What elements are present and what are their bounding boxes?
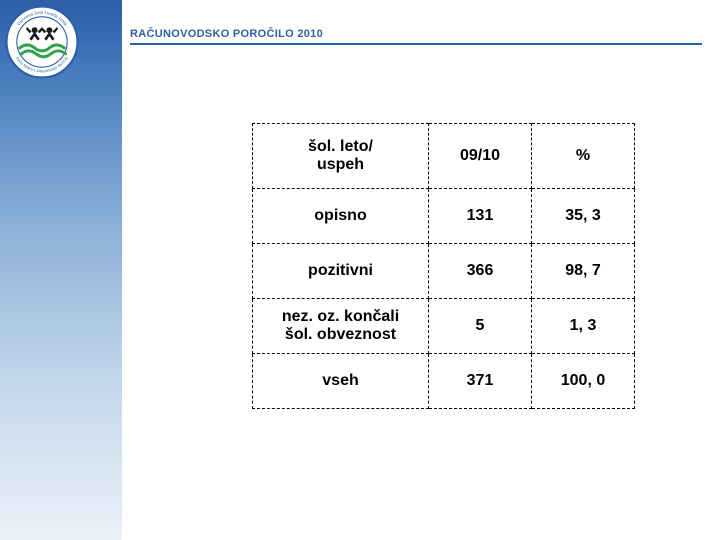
cell-pct: 1, 3 bbox=[532, 299, 635, 354]
cell-pct: 98, 7 bbox=[532, 244, 635, 299]
cell-label-line1: nez. oz. končali bbox=[282, 308, 399, 325]
cell-label: pozitivni bbox=[253, 244, 429, 299]
school-logo: Osnovna šola Livada Izola Scuola element… bbox=[5, 5, 79, 79]
cell-pct: 35, 3 bbox=[532, 189, 635, 244]
cell-period: 366 bbox=[429, 244, 532, 299]
cell-pct: 100, 0 bbox=[532, 354, 635, 409]
col-header-pct: % bbox=[532, 124, 635, 189]
uspeh-table: šol. leto/ uspeh 09/10 % opisno 131 35, … bbox=[252, 123, 634, 409]
table-row: pozitivni 366 98, 7 bbox=[253, 244, 635, 299]
page-title: RAČUNOVODSKO POROČILO 2010 bbox=[130, 28, 702, 40]
cell-label: nez. oz. končali šol. obveznost bbox=[253, 299, 429, 354]
col-header-label-line1: šol. leto/ bbox=[308, 138, 373, 155]
col-header-period: 09/10 bbox=[429, 124, 532, 189]
cell-label-line2: šol. obveznost bbox=[285, 326, 396, 343]
table-header-row: šol. leto/ uspeh 09/10 % bbox=[253, 124, 635, 189]
cell-label: opisno bbox=[253, 189, 429, 244]
cell-period: 5 bbox=[429, 299, 532, 354]
col-header-label: šol. leto/ uspeh bbox=[253, 124, 429, 189]
header-rule bbox=[130, 43, 702, 45]
page-header: RAČUNOVODSKO POROČILO 2010 bbox=[130, 28, 702, 45]
cell-period: 131 bbox=[429, 189, 532, 244]
table-row: opisno 131 35, 3 bbox=[253, 189, 635, 244]
cell-label: vseh bbox=[253, 354, 429, 409]
col-header-label-line2: uspeh bbox=[317, 156, 364, 173]
table-row: nez. oz. končali šol. obveznost 5 1, 3 bbox=[253, 299, 635, 354]
data-table: šol. leto/ uspeh 09/10 % opisno 131 35, … bbox=[252, 123, 635, 409]
table-row: vseh 371 100, 0 bbox=[253, 354, 635, 409]
cell-period: 371 bbox=[429, 354, 532, 409]
sidebar-gradient: Osnovna šola Livada Izola Scuola element… bbox=[0, 0, 122, 540]
